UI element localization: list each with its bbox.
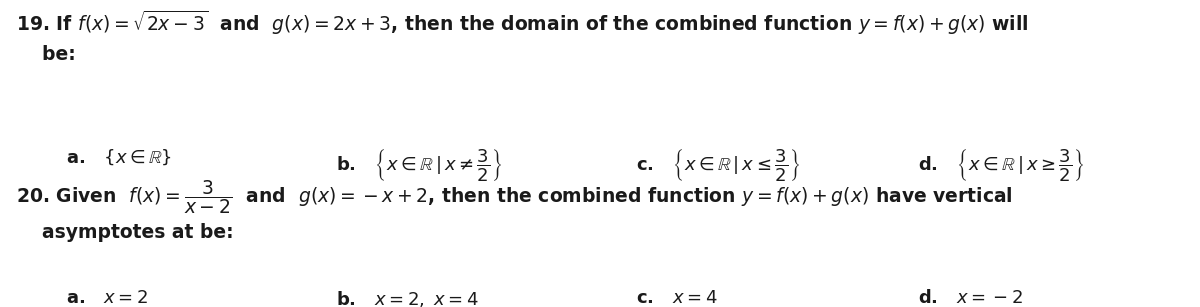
- Text: 20. Given  $f(x) = \dfrac{3}{x-2}$  and  $g(x) = -x + 2$, then the combined func: 20. Given $f(x) = \dfrac{3}{x-2}$ and $g…: [16, 178, 1013, 243]
- Text: a.   $x = 2$: a. $x = 2$: [66, 289, 149, 307]
- Text: b.   $\left\{x{\in}\mathbb{R}\,|\,x \neq \dfrac{3}{2}\right\}$: b. $\left\{x{\in}\mathbb{R}\,|\,x \neq \…: [336, 147, 503, 183]
- Text: c.   $\left\{x{\in}\mathbb{R}\,|\,x \leq \dfrac{3}{2}\right\}$: c. $\left\{x{\in}\mathbb{R}\,|\,x \leq \…: [636, 147, 800, 183]
- Text: d.   $\left\{x{\in}\mathbb{R}\,|\,x \geq \dfrac{3}{2}\right\}$: d. $\left\{x{\in}\mathbb{R}\,|\,x \geq \…: [918, 147, 1085, 183]
- Text: b.   $x = 2,\ x = 4$: b. $x = 2,\ x = 4$: [336, 289, 479, 307]
- Text: c.   $x = 4$: c. $x = 4$: [636, 289, 718, 307]
- Text: a.   $\{x \in \mathbb{R}\}$: a. $\{x \in \mathbb{R}\}$: [66, 147, 172, 167]
- Text: d.   $x = -2$: d. $x = -2$: [918, 289, 1024, 307]
- Text: 19. If $f(x) = \sqrt{2x-3}$  and  $g(x) = 2x + 3$, then the domain of the combin: 19. If $f(x) = \sqrt{2x-3}$ and $g(x) = …: [16, 9, 1028, 64]
